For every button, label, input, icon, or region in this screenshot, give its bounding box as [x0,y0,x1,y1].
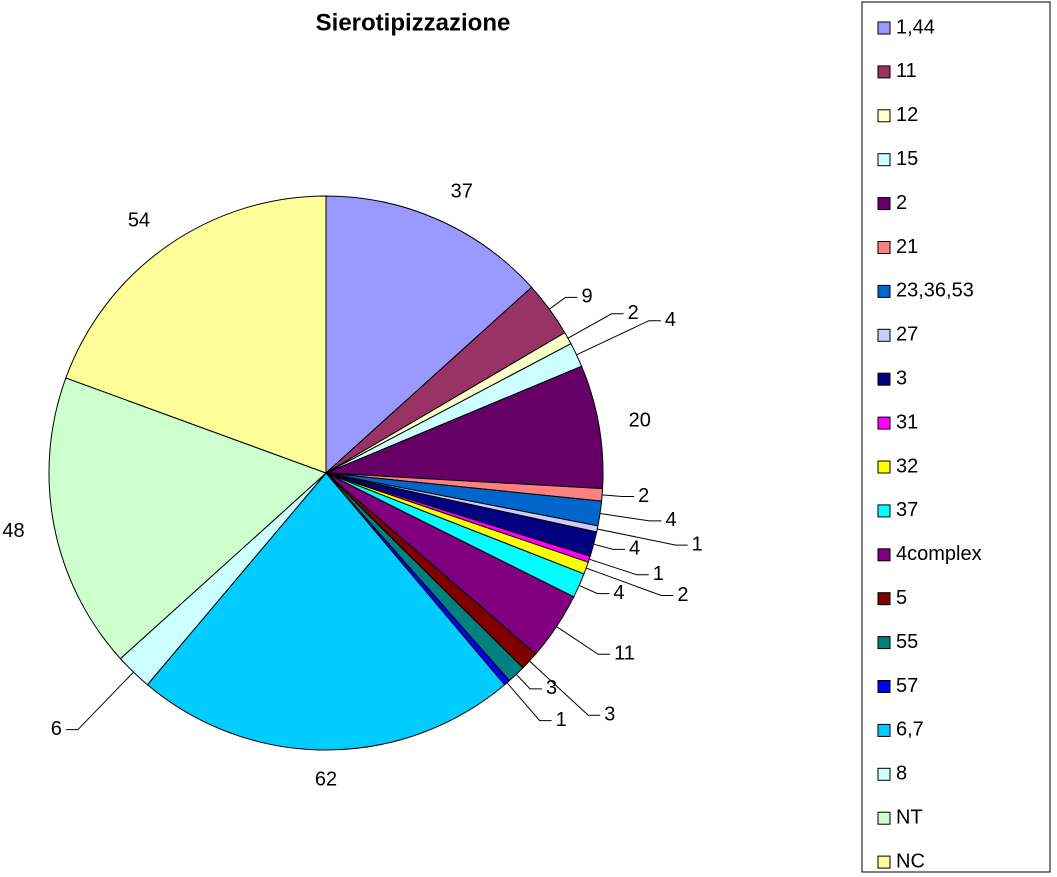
legend-swatch [877,416,891,430]
leader-line [589,558,649,576]
data-label: 1 [692,533,703,555]
data-label: 1 [653,563,664,585]
legend-label: 3 [896,367,907,389]
data-label: 3 [604,704,615,726]
legend-swatch [877,723,891,737]
legend-swatch [877,197,891,211]
leader-line [576,320,661,356]
legend-swatch [877,372,891,386]
legend-label: 23,36,53 [896,280,974,302]
pie-slice [146,472,506,751]
legend-label: 15 [896,148,918,170]
data-label: 4 [629,538,640,560]
leader-line [549,296,578,310]
data-label: 2 [628,302,639,324]
legend-swatch [877,65,891,79]
legend-label: 2 [896,192,907,214]
data-label: 11 [614,643,635,665]
leader-line [597,528,688,546]
data-label: 3 [546,677,557,699]
data-label: 48 [2,520,24,542]
legend-label: 31 [896,411,918,433]
legend-swatch [877,284,891,298]
leader-line [578,585,610,595]
legend-label: 6,7 [896,719,924,741]
legend-swatch [877,767,891,781]
legend-label: 32 [896,455,918,477]
legend-label: 57 [896,675,918,697]
data-label: 62 [315,768,337,790]
leader-line [556,626,611,655]
data-label: 20 [629,409,651,431]
pie-slice [325,365,604,490]
data-label: 6 [51,718,62,740]
chart-title: Sierotipizzazione [316,9,511,36]
legend-swatch [877,328,891,342]
leader-line [506,682,552,722]
leader-line [529,660,601,716]
pie-slice [65,195,327,474]
legend-label: 5 [896,587,907,609]
legend-swatch [877,855,891,869]
legend-swatch [877,811,891,825]
legend-swatch [877,680,891,693]
legend-label: 37 [896,499,918,521]
data-label: 1 [556,709,567,731]
legend-label: 11 [896,60,917,82]
data-label: 54 [128,210,150,232]
legend-label: NT [896,806,923,828]
data-label: 2 [677,584,688,606]
leader-line [586,567,674,597]
legend-swatch [877,241,891,254]
legend-swatch [877,636,891,650]
leader-line [599,513,662,522]
legend-label: 8 [896,763,907,785]
legend-label: 21 [896,236,918,258]
data-label: 37 [451,181,473,203]
legend-swatch [877,504,891,518]
legend-swatch [877,21,891,35]
legend-label: 1,44 [896,16,935,38]
legend-label: 55 [896,631,918,653]
legend-label: 12 [896,104,918,126]
legend-swatch [877,592,891,606]
data-label: 4 [613,582,624,604]
legend-swatch [877,109,891,123]
leader-line [593,543,626,550]
legend-box [861,1,1051,873]
leader-line [567,313,624,339]
pie-slice [325,195,533,475]
data-label: 4 [665,309,676,331]
legend-label: 4complex [896,543,982,565]
leader-line [515,673,542,690]
legend-label: NC [896,850,925,872]
leader-line [602,494,635,497]
data-label: 4 [665,509,676,531]
legend-label: 27 [896,324,918,346]
legend-swatch [877,548,891,562]
legend-swatch [877,153,891,167]
leader-line [65,671,134,731]
data-label: 2 [638,485,649,507]
legend-swatch [877,460,891,474]
data-label: 9 [581,286,592,308]
